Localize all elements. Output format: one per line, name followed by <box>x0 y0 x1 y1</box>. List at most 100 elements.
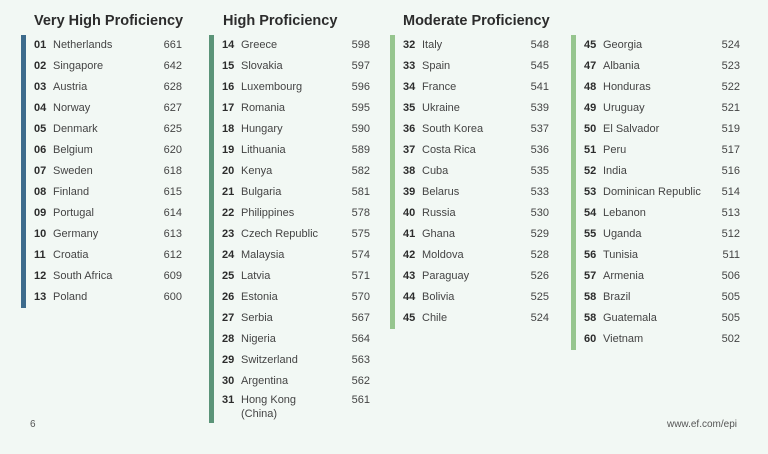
country-name-line: Russia <box>422 207 456 219</box>
country-row: 09 Portugal 614 <box>34 203 182 224</box>
proficiency-score: 564 <box>351 333 370 345</box>
rank-number: 14 <box>222 39 235 51</box>
column-high: 14 Greece 598 15 Slovakia 597 16 Luxembourg 596 1… <box>209 35 370 423</box>
proficiency-score: 627 <box>163 102 182 114</box>
proficiency-score: 575 <box>351 228 370 240</box>
rank-number: 04 <box>34 102 47 114</box>
country-row: 52 India 516 <box>584 161 740 182</box>
country-name-line: Serbia <box>241 312 273 324</box>
country-name: Dominican Republic <box>603 182 701 203</box>
rank-number: 34 <box>403 81 416 93</box>
rank-number: 08 <box>34 186 47 198</box>
country-row: 45 Chile 524 <box>403 308 549 329</box>
country-name-line: Costa Rica <box>422 144 476 156</box>
rank-number: 26 <box>222 291 235 303</box>
rank-number: 50 <box>584 123 597 135</box>
country-row: 06 Belgium 620 <box>34 140 182 161</box>
rank-number: 20 <box>222 165 235 177</box>
rank-number: 38 <box>403 165 416 177</box>
country-name: Brazil <box>603 287 631 308</box>
country-name-line: Luxembourg <box>241 81 303 93</box>
proficiency-score: 519 <box>721 123 740 135</box>
country-name: Greece <box>241 35 277 56</box>
country-name: Luxembourg <box>241 77 302 98</box>
country-name: Paraguay <box>422 266 469 287</box>
country-name-line: Sweden <box>53 165 93 177</box>
proficiency-score: 590 <box>351 123 370 135</box>
proficiency-score: 535 <box>530 165 549 177</box>
proficiency-score: 524 <box>530 312 549 324</box>
proficiency-score: 516 <box>721 165 740 177</box>
country-name-line: Denmark <box>53 123 98 135</box>
country-row: 40 Russia 530 <box>403 203 549 224</box>
rank-number: 03 <box>34 81 47 93</box>
country-name-line: Portugal <box>53 207 94 219</box>
proficiency-score: 502 <box>721 333 740 345</box>
country-name: Georgia <box>603 35 642 56</box>
country-name-line: Hong Kong <box>241 394 297 406</box>
proficiency-score: 595 <box>351 102 370 114</box>
rank-number: 39 <box>403 186 416 198</box>
footer-url[interactable]: www.ef.com/epi <box>666 419 737 430</box>
country-name: Vietnam <box>603 329 643 350</box>
rank-number: 51 <box>584 144 597 156</box>
rank-number: 56 <box>584 249 597 261</box>
country-row: 31 Hong Kong (China) 561 <box>222 392 370 423</box>
country-row: 41 Ghana 529 <box>403 224 549 245</box>
country-row: 55 Uganda 512 <box>584 224 740 245</box>
country-row: 33 Spain 545 <box>403 56 549 77</box>
country-name-line: Ghana <box>422 228 456 240</box>
country-name: Honduras <box>603 77 651 98</box>
heading-moderate-proficiency: Moderate Proficiency <box>403 13 550 29</box>
country-row: 50 El Salvador 519 <box>584 119 740 140</box>
country-row: 53 Dominican Republic 514 <box>584 182 740 203</box>
country-name-line: Italy <box>422 39 443 51</box>
heading-very-high-proficiency: Very High Proficiency <box>34 13 184 29</box>
country-name: Nigeria <box>241 329 276 350</box>
rank-number: 45 <box>403 312 416 324</box>
country-name: Lebanon <box>603 203 646 224</box>
country-name: Italy <box>422 35 442 56</box>
country-name: Sweden <box>53 161 93 182</box>
rank-number: 48 <box>584 81 597 93</box>
rank-number: 33 <box>403 60 416 72</box>
heading-high-proficiency: High Proficiency <box>223 13 338 29</box>
country-row: 20 Kenya 582 <box>222 161 370 182</box>
rank-number: 43 <box>403 270 416 282</box>
column-moderate-a: 32 Italy 548 33 Spain 545 34 France 541 35 Ukraine… <box>390 35 549 329</box>
country-name-line: Finland <box>53 186 90 198</box>
country-name: Slovakia <box>241 56 283 77</box>
proficiency-score: 505 <box>721 312 740 324</box>
country-name: Lithuania <box>241 140 286 161</box>
rank-number: 12 <box>34 270 47 282</box>
country-name-line: India <box>603 165 627 177</box>
country-name-line: Norway <box>53 102 91 114</box>
country-name-line: Georgia <box>603 39 643 51</box>
proficiency-score: 525 <box>530 291 549 303</box>
country-name: Croatia <box>53 245 88 266</box>
country-row: 12 South Africa 609 <box>34 266 182 287</box>
country-name-line: Lebanon <box>603 207 646 219</box>
country-name-line: Hungary <box>241 123 283 135</box>
proficiency-score: 523 <box>721 60 740 72</box>
country-name: Philippines <box>241 203 294 224</box>
country-name-line: Latvia <box>241 270 271 282</box>
rank-number: 37 <box>403 144 416 156</box>
country-name: Singapore <box>53 56 103 77</box>
proficiency-score: 589 <box>351 144 370 156</box>
country-row: 14 Greece 598 <box>222 35 370 56</box>
country-name: Russia <box>422 203 456 224</box>
proficiency-score: 536 <box>530 144 549 156</box>
rank-number: 05 <box>34 123 47 135</box>
rank-number: 54 <box>584 207 597 219</box>
country-name-line: Malaysia <box>241 249 285 261</box>
proficiency-score: 526 <box>530 270 549 282</box>
rank-number: 02 <box>34 60 47 72</box>
country-row: 27 Serbia 567 <box>222 308 370 329</box>
country-name-line: Nigeria <box>241 333 276 345</box>
country-name: Malaysia <box>241 245 284 266</box>
country-row: 43 Paraguay 526 <box>403 266 549 287</box>
rank-number: 40 <box>403 207 416 219</box>
proficiency-score: 571 <box>351 270 370 282</box>
country-name: Tunisia <box>603 245 638 266</box>
